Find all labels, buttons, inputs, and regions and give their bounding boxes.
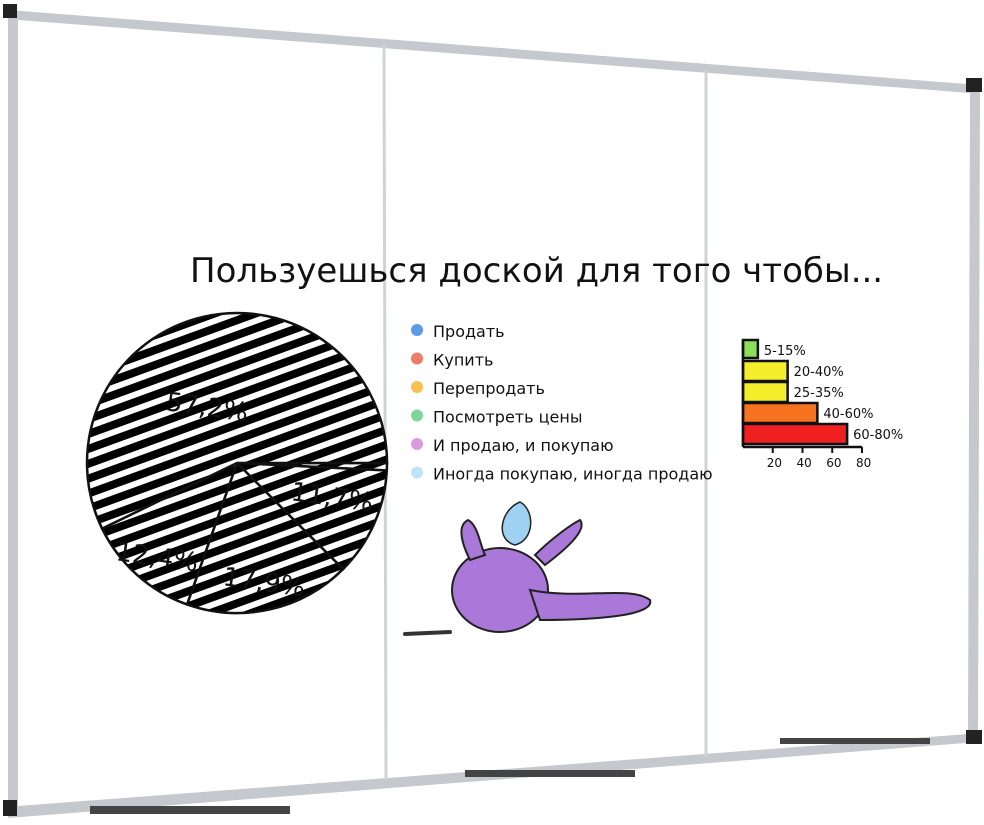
x-tick-label: 60 — [826, 456, 841, 470]
creature-doodle — [403, 501, 652, 636]
x-tick-label: 80 — [856, 456, 871, 470]
bar — [741, 401, 819, 425]
frame-corner — [966, 78, 982, 92]
legend-marker — [411, 352, 423, 365]
pie-slice — [185, 460, 345, 615]
frame-corner — [3, 4, 17, 18]
pie-slice — [85, 311, 389, 531]
marker-tray — [90, 806, 290, 814]
legend-marker — [411, 381, 423, 393]
x-tick-label: 40 — [797, 456, 812, 470]
bar-label: 20-40% — [794, 365, 844, 380]
legend-label: Перепродать — [433, 379, 545, 398]
bar-label: 60-80% — [853, 428, 903, 443]
frame-corner — [966, 730, 982, 744]
legend-marker — [411, 466, 423, 479]
legend-label: Купить — [433, 351, 493, 370]
x-tick-label: 20 — [767, 456, 782, 470]
legend-marker — [411, 438, 423, 450]
legend-label: Посмотреть цены — [433, 408, 582, 427]
bar — [741, 359, 789, 383]
pie-chart: 11,7%17,9%12,4%57,2% — [85, 311, 389, 615]
marker-tray — [465, 770, 635, 777]
bar-chart: 5-15% 20-40% 25-35% 40-60% 60-80% 20 40 60 80 — [741, 338, 903, 470]
bar — [741, 422, 849, 446]
bar — [741, 380, 789, 404]
panel-seam — [382, 44, 388, 781]
legend-label: И продаю, и покупаю — [433, 436, 614, 455]
frame-corner — [3, 800, 17, 816]
legend-marker — [411, 409, 423, 422]
legend-label: Иногда покупаю, иногда продаю — [433, 465, 713, 484]
board-title: Пользуешься доской для того чтобы... — [190, 251, 883, 291]
pie-legend: Продать Купить Перепродать Посмотреть цены И… — [411, 322, 713, 484]
marker-tray — [780, 738, 930, 744]
legend-marker — [411, 324, 423, 336]
bar-label: 25-35% — [794, 386, 844, 401]
bar — [741, 338, 760, 360]
legend-label: Продать — [433, 322, 505, 341]
pie-slice — [100, 460, 240, 607]
bar-label: 40-60% — [823, 407, 873, 422]
pie-slice — [233, 461, 389, 571]
bar-label: 5-15% — [764, 344, 806, 359]
